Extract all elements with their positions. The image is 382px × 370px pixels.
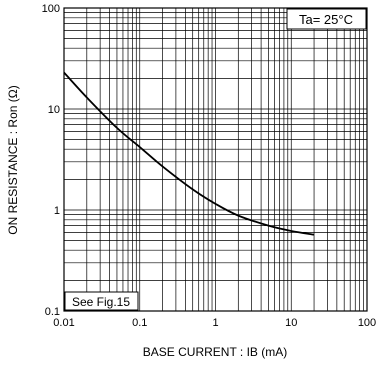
y-tick-label: 0.1 [45,306,60,318]
plot-frame [63,7,368,312]
y-tick-label: 1 [54,205,60,217]
y-axis-label: ON RESISTANCE : Ron (Ω) [6,85,20,234]
figure-reference-annotation-text: See Fig.15 [72,295,130,309]
x-tick-label: 100 [358,317,376,329]
series-layer [63,71,315,236]
y-tick-label: 10 [48,104,60,116]
grid [64,8,367,311]
figure-reference-annotation: See Fig.15 [64,291,139,311]
y-tick-label: 100 [42,3,60,15]
on-resistance-curve [63,71,315,236]
x-tick-label: 0.1 [132,317,147,329]
x-tick-label: 10 [285,317,297,329]
x-tick-label: 0.01 [53,317,74,329]
temperature-annotation-text: Ta= 25°C [299,12,353,27]
x-tick-label: 1 [212,317,218,329]
temperature-annotation: Ta= 25°C [286,8,367,30]
x-axis-label: BASE CURRENT : IB (mA) [143,345,287,359]
